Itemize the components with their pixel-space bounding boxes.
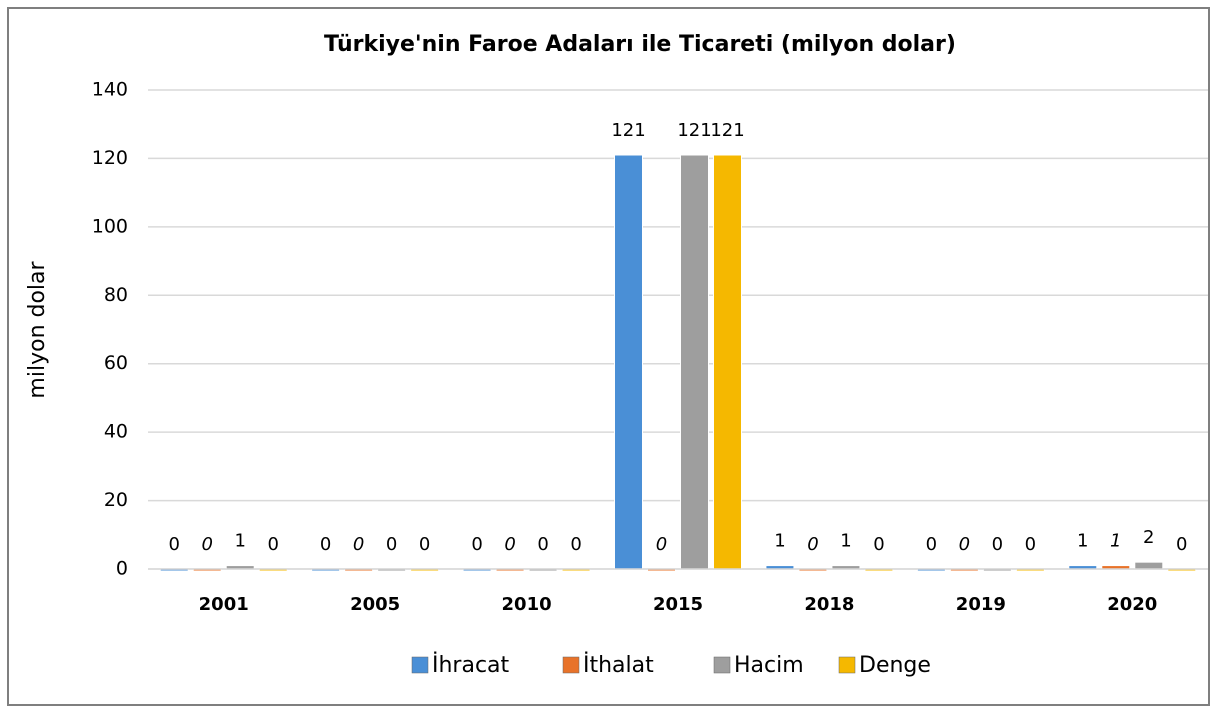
x-tick-label: 2015 — [653, 594, 703, 615]
y-tick-label: 80 — [104, 284, 128, 306]
y-tick-label: 140 — [92, 79, 128, 101]
y-tick-label: 0 — [116, 558, 128, 580]
legend-swatch — [562, 656, 580, 674]
y-tick-label: 120 — [92, 147, 128, 169]
data-label: 121 — [677, 120, 711, 141]
data-label: 0 — [504, 534, 515, 555]
x-tick-label: 2018 — [804, 594, 854, 615]
data-label: 0 — [992, 534, 1003, 555]
data-label: 0 — [353, 534, 364, 555]
data-label: 1 — [774, 531, 785, 552]
legend-swatch — [411, 656, 429, 674]
x-tick-label: 2010 — [502, 594, 552, 615]
legend-swatch — [713, 656, 731, 674]
data-label: 0 — [807, 534, 818, 555]
x-tick-label: 2019 — [956, 594, 1006, 615]
data-label: 0 — [926, 534, 937, 555]
chart-frame — [7, 7, 1210, 706]
data-label: 1 — [1110, 531, 1121, 552]
legend-label: Hacim — [734, 653, 804, 678]
bar — [680, 154, 709, 570]
y-tick-label: 40 — [104, 421, 128, 443]
x-tick-label: 2001 — [199, 594, 249, 615]
data-label: 121 — [611, 120, 645, 141]
legend-label: İhracat — [432, 652, 510, 678]
legend-swatch — [838, 656, 856, 674]
data-label: 0 — [959, 534, 970, 555]
data-label: 0 — [471, 534, 482, 555]
x-tick-label: 2005 — [350, 594, 400, 615]
data-label: 0 — [656, 534, 667, 555]
data-label: 0 — [873, 534, 884, 555]
data-label: 0 — [386, 534, 397, 555]
data-label: 0 — [201, 534, 212, 555]
data-label: 1 — [1077, 531, 1088, 552]
y-tick-label: 60 — [104, 352, 128, 374]
y-axis-label: milyon dolar — [25, 260, 50, 398]
x-tick-label: 2020 — [1107, 594, 1157, 615]
data-label: 1 — [234, 531, 245, 552]
bar — [1134, 561, 1164, 570]
data-label: 0 — [1176, 534, 1187, 555]
bar — [614, 154, 643, 570]
data-label: 121 — [710, 120, 744, 141]
chart-title: Türkiye'nin Faroe Adaları ile Ticareti (… — [324, 32, 956, 57]
data-label: 0 — [570, 534, 581, 555]
legend-label: İthalat — [583, 652, 654, 678]
data-label: 0 — [168, 534, 179, 555]
data-label: 1 — [840, 531, 851, 552]
data-label: 2 — [1143, 527, 1154, 548]
legend-label: Denge — [859, 653, 931, 678]
data-label: 0 — [419, 534, 430, 555]
data-label: 0 — [1025, 534, 1036, 555]
y-tick-label: 20 — [104, 489, 128, 511]
bar — [713, 154, 742, 570]
data-label: 0 — [320, 534, 331, 555]
data-label: 0 — [267, 534, 278, 555]
data-label: 0 — [537, 534, 548, 555]
y-tick-label: 100 — [92, 215, 128, 237]
